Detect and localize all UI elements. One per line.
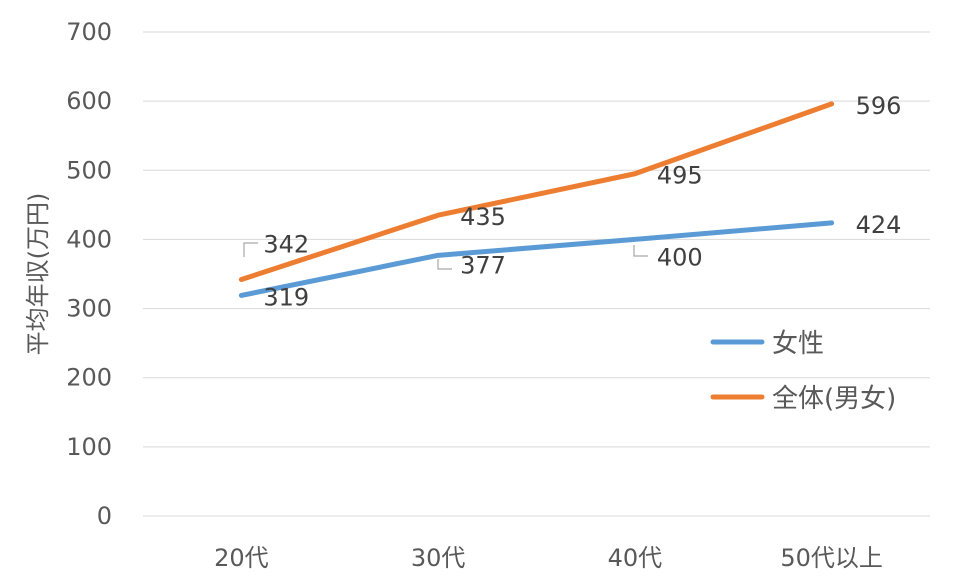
data-label: 377 <box>460 251 506 279</box>
y-tick-label: 100 <box>66 433 112 461</box>
gridlines <box>143 31 930 517</box>
data-label: 424 <box>856 211 902 239</box>
y-tick-label: 700 <box>66 18 112 46</box>
data-label: 596 <box>856 92 902 120</box>
x-tick-label: 30代 <box>411 544 466 572</box>
x-tick-label: 50代以上 <box>780 544 883 572</box>
x-axis-ticks: 20代 30代 40代 50代以上 <box>214 544 883 572</box>
y-tick-label: 500 <box>66 156 112 184</box>
leader-line <box>437 259 452 270</box>
y-tick-label: 300 <box>66 295 112 323</box>
series-lines <box>238 101 835 298</box>
series-line-0 <box>238 220 835 298</box>
x-tick-label: 40代 <box>608 544 663 572</box>
y-axis-title: 平均年収(万円) <box>24 193 52 356</box>
x-tick-label: 20代 <box>214 544 269 572</box>
leader-line <box>243 242 258 257</box>
data-label: 495 <box>657 162 703 190</box>
data-label: 319 <box>263 283 309 311</box>
series-line-1 <box>238 101 835 283</box>
y-axis-ticks: 0 100 200 300 400 500 600 700 <box>66 18 112 530</box>
data-label: 400 <box>657 243 703 271</box>
data-label: 342 <box>263 231 309 259</box>
leader-line <box>633 245 648 257</box>
legend-label: 全体(男女) <box>772 384 896 414</box>
y-tick-label: 600 <box>66 87 112 115</box>
y-tick-label: 400 <box>66 225 112 253</box>
data-labels: 319 377 400 424 342 435 495 596 <box>243 92 902 311</box>
y-axis-title-group: 平均年収(万円) <box>24 193 52 356</box>
legend-label: 女性 <box>772 329 824 359</box>
y-tick-label: 0 <box>97 502 112 530</box>
y-tick-label: 200 <box>66 364 112 392</box>
data-label: 435 <box>460 203 506 231</box>
